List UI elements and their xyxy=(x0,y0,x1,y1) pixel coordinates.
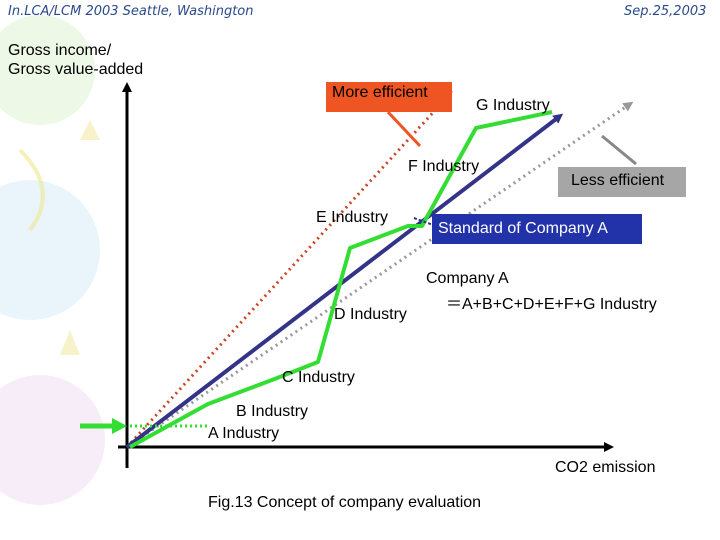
standard-label: Standard of Company A xyxy=(438,220,608,237)
standard-connector xyxy=(413,217,437,227)
industry-label-f: F Industry xyxy=(408,158,480,175)
conference-header: In.LCA/LCM 2003 Seattle, Washington xyxy=(8,4,254,19)
more-efficient-connector xyxy=(386,110,422,148)
company-label-line1: Company A xyxy=(426,270,509,287)
less-efficient-label: Less efficient xyxy=(571,172,665,189)
less-efficient-connector xyxy=(601,134,637,166)
industry-cumulative-path xyxy=(129,110,553,449)
industry-label-a: A Industry xyxy=(208,425,280,442)
more-efficient-label: More efficient xyxy=(332,84,428,101)
less-efficient-box: Less efficient xyxy=(558,167,686,197)
figure-caption: Fig.13 Concept of company evaluation xyxy=(208,494,482,511)
y-axis-label-line1: Gross income/ xyxy=(8,42,112,59)
industry-label-g: G Industry xyxy=(476,97,550,114)
industry-label-b: B Industry xyxy=(236,403,309,420)
industry-label-c: C Industry xyxy=(282,369,355,386)
standard-line xyxy=(125,113,564,449)
standard-box: Standard of Company A xyxy=(432,214,642,244)
industry-label-e: E Industry xyxy=(316,209,389,226)
industry-label-d: D Industry xyxy=(334,306,407,323)
x-axis-label: CO2 emission xyxy=(555,459,656,476)
company-label-line2: ＝A+B+C+D+E+F+G Industry xyxy=(446,296,657,313)
y-axis-label-line2: Gross value-added xyxy=(8,61,144,78)
more-efficient-box: More efficient xyxy=(326,82,452,112)
more-efficient-line xyxy=(125,91,453,449)
date-header: Sep.25,2003 xyxy=(624,4,707,19)
left-green-arrowhead xyxy=(112,418,127,434)
less-efficient-line xyxy=(126,101,634,449)
